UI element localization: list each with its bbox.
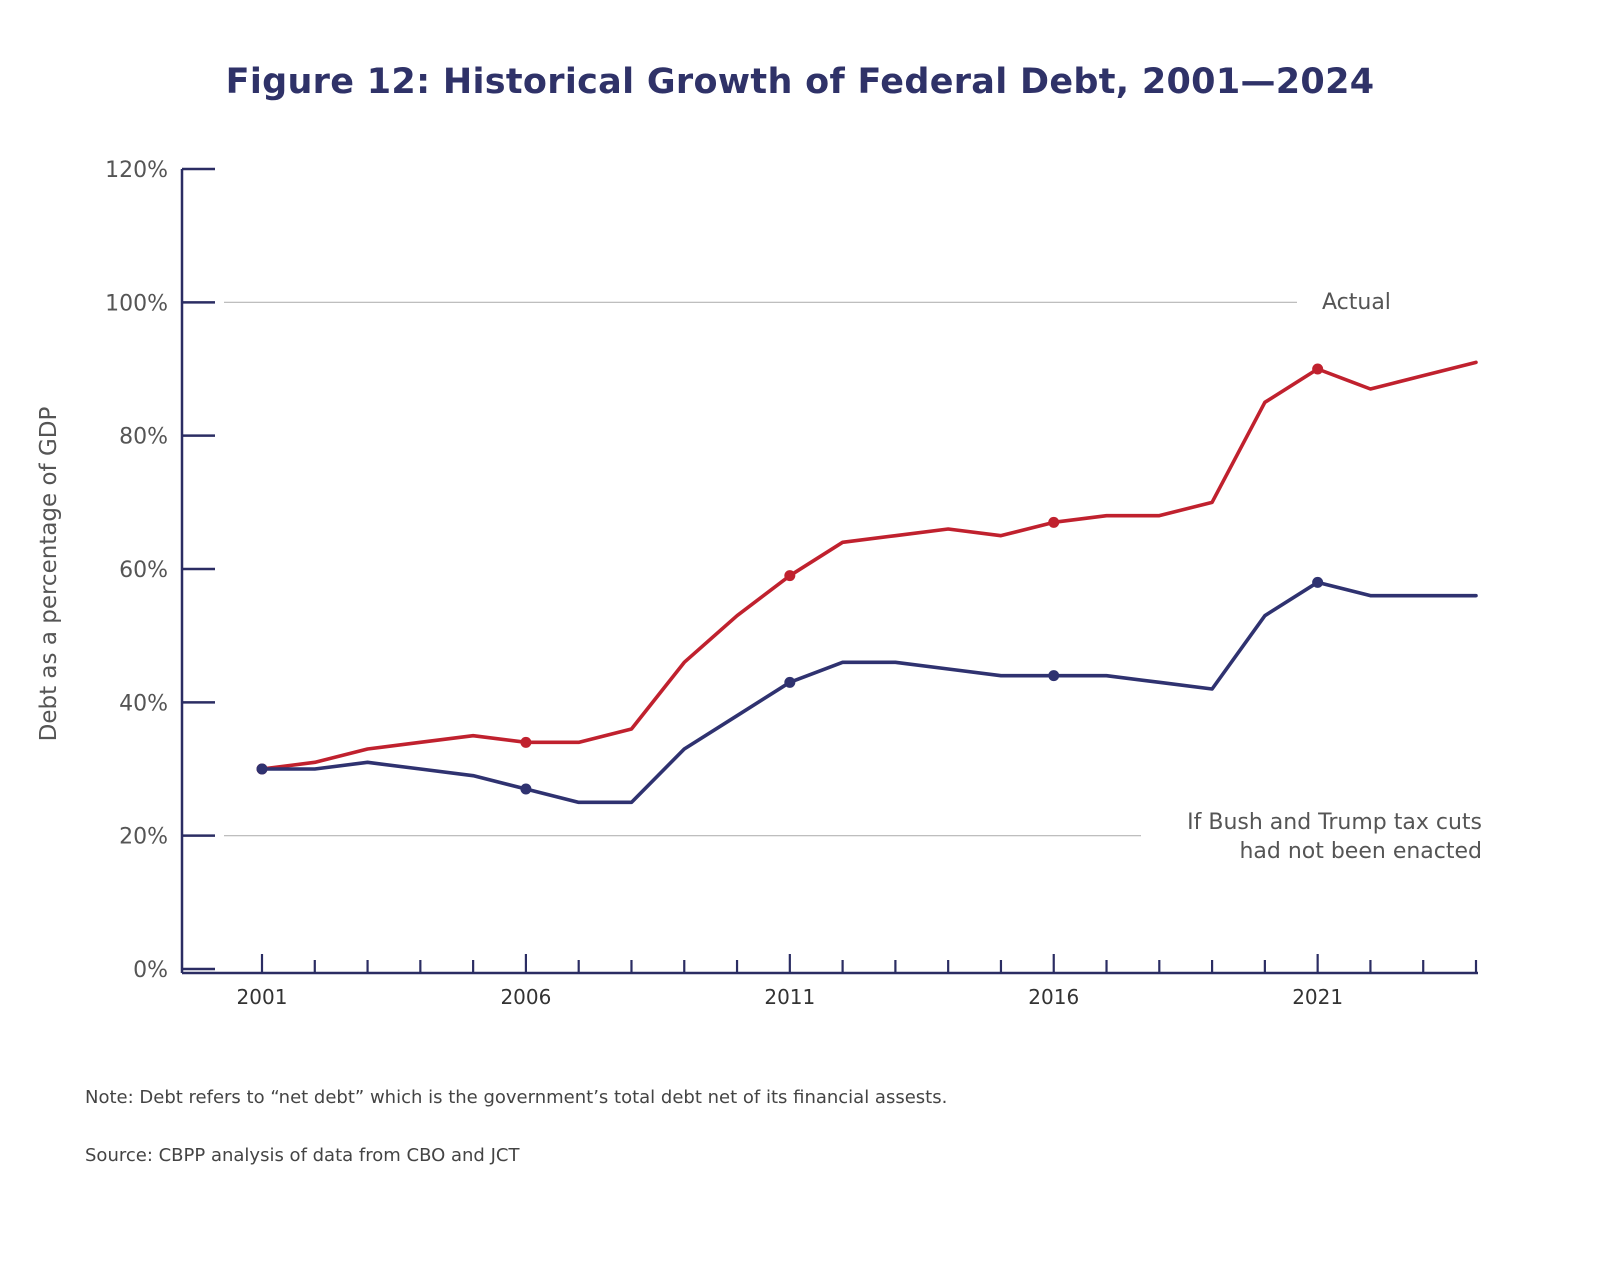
x-tick-label: 2016 xyxy=(1028,985,1079,1009)
y-tick-label: 20% xyxy=(119,825,168,850)
x-tick-label: 2021 xyxy=(1292,985,1343,1009)
actual-series-label: Actual xyxy=(1322,290,1391,315)
counterfactual-point-2011 xyxy=(784,676,796,688)
y-tick-label: 60% xyxy=(119,558,168,583)
actual-point-2021 xyxy=(1312,363,1324,375)
series-lines xyxy=(260,360,1478,805)
counterfactual-point-2016 xyxy=(1048,670,1060,682)
actual-series-line xyxy=(260,360,1478,771)
chart-note: Note: Debt refers to “net debt” which is… xyxy=(85,1087,948,1108)
counterfactual-series-label-line1: If Bush and Trump tax cuts xyxy=(1187,810,1482,835)
counterfactual-point-2001 xyxy=(256,763,268,775)
chart-source: Source: CBPP analysis of data from CBO a… xyxy=(85,1145,520,1166)
actual-point-2011 xyxy=(784,570,796,582)
y-tick-label: 0% xyxy=(133,958,168,983)
series-markers xyxy=(256,363,1324,795)
chart-title: Figure 12: Historical Growth of Federal … xyxy=(225,62,1375,102)
y-tick-label: 120% xyxy=(105,158,168,183)
y-axis-label: Debt as a percentage of GDP xyxy=(36,407,62,742)
y-tick-label: 100% xyxy=(105,291,168,316)
x-axis-ticks: 2001 2006 2011 2016 2021 xyxy=(237,954,1478,1009)
counterfactual-point-2021 xyxy=(1312,576,1324,588)
x-tick-label: 2006 xyxy=(500,985,551,1009)
counterfactual-series-line xyxy=(260,580,1478,805)
y-axis-ticks: 0% 20% 40% 60% 80% 100% 120% xyxy=(105,158,215,983)
counterfactual-series-label-line2: had not been enacted xyxy=(1239,839,1482,864)
actual-point-2016 xyxy=(1048,516,1060,528)
gridlines xyxy=(224,301,1297,837)
counterfactual-point-2006 xyxy=(520,783,532,795)
x-tick-label: 2011 xyxy=(764,985,815,1009)
y-tick-label: 40% xyxy=(119,691,168,716)
y-tick-label: 80% xyxy=(119,425,168,450)
x-tick-label: 2001 xyxy=(237,985,288,1009)
actual-point-2006 xyxy=(520,736,532,748)
